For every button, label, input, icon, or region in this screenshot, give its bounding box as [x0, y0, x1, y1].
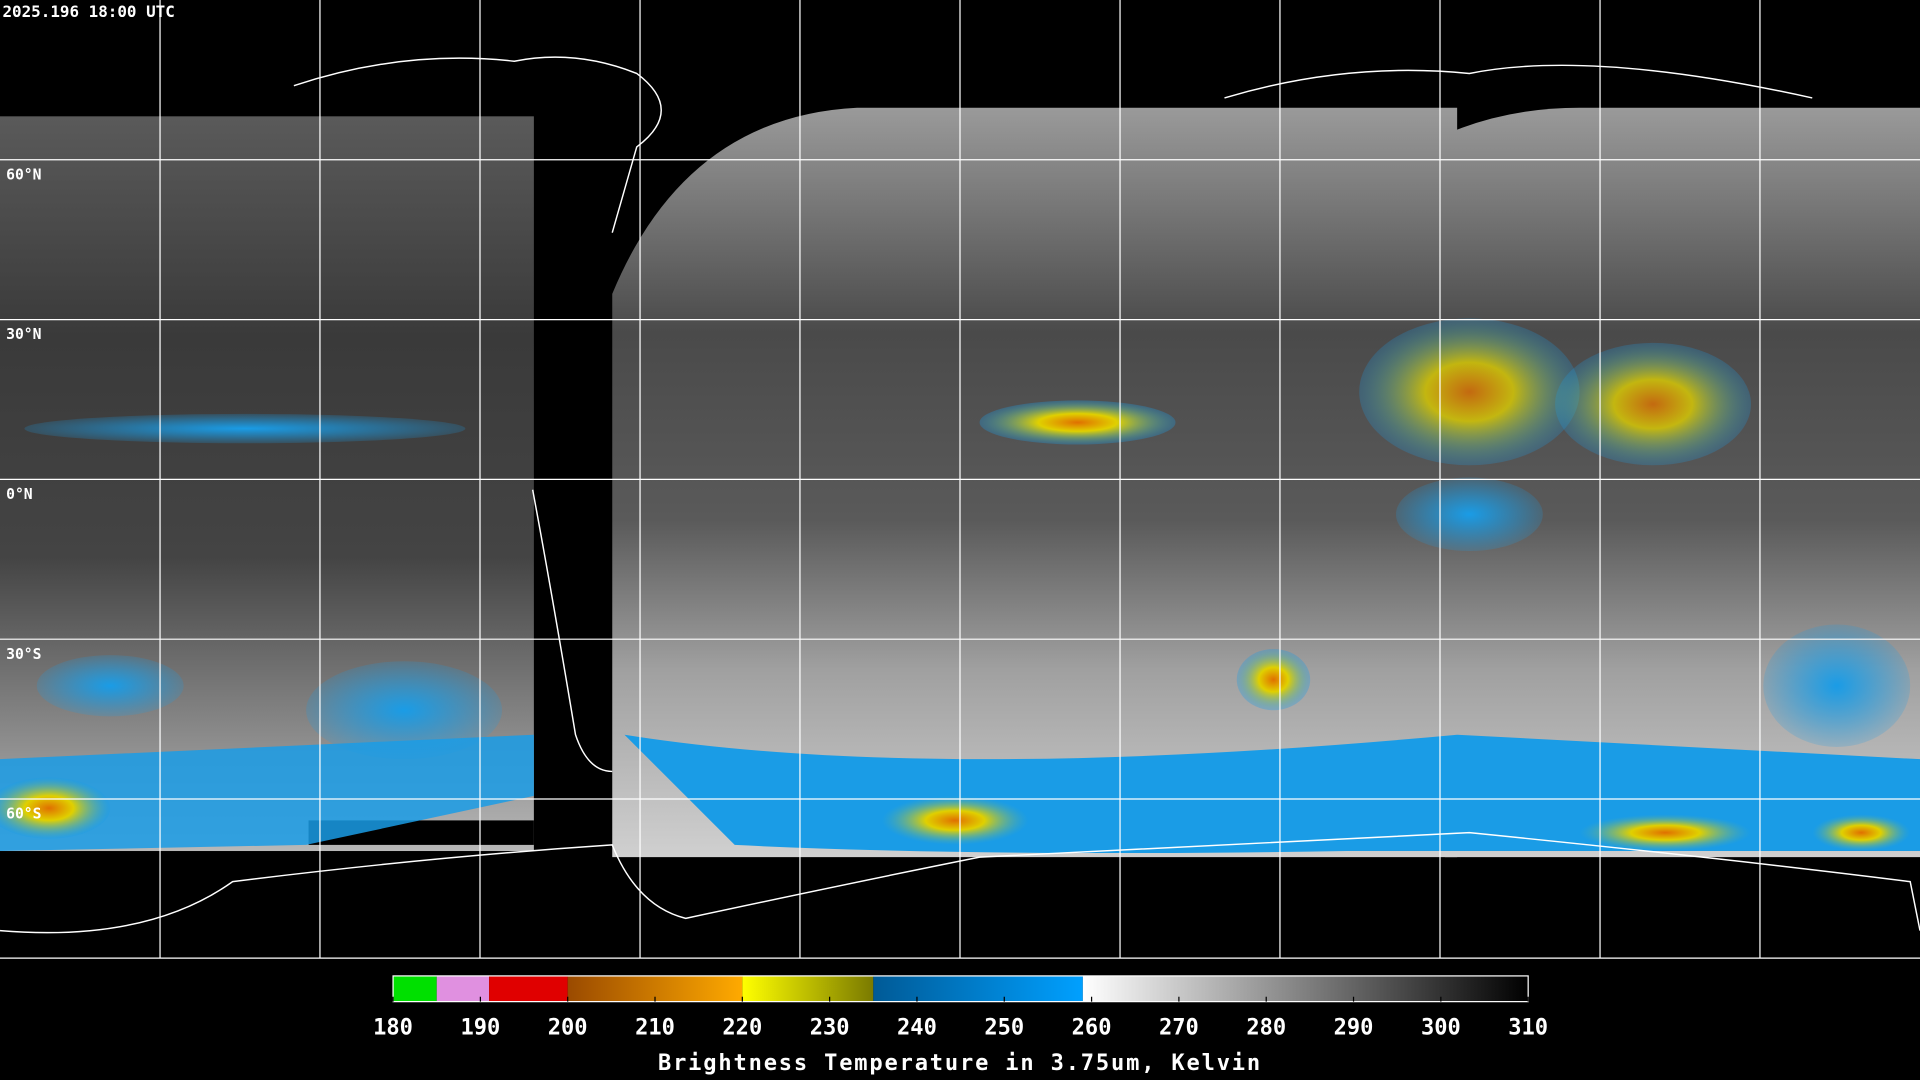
coastline — [1224, 64, 1813, 99]
colorbar-tick-label: 300 — [1421, 1016, 1461, 1041]
imagery — [0, 107, 1920, 858]
imagery-center — [612, 107, 1458, 858]
cloud-cell — [36, 655, 184, 717]
colorbar-tick-label: 290 — [1334, 1016, 1374, 1041]
cloud-cell — [1395, 477, 1543, 552]
colorbar-tick-label: 260 — [1072, 1016, 1112, 1041]
cloud-cell — [24, 413, 466, 444]
colorbar-tick-label: 210 — [635, 1016, 675, 1041]
cloud-cell — [0, 777, 111, 839]
coastline — [293, 56, 662, 233]
colorbar-tick-label: 240 — [897, 1016, 937, 1041]
colorbar-segment — [1082, 975, 1529, 1002]
colorbar-tick-label: 190 — [460, 1016, 500, 1041]
colorbar-tick-label: 230 — [810, 1016, 850, 1041]
cloud-cell — [1579, 814, 1752, 852]
colorbar-tick-label: 220 — [722, 1016, 762, 1041]
cloud-band — [0, 734, 534, 852]
latitude-label: 60°S — [6, 806, 41, 823]
colorbar-segment — [489, 975, 568, 1002]
cloud-cell — [306, 661, 503, 760]
cloud-cell — [1236, 648, 1311, 711]
colorbar-tick-label: 280 — [1246, 1016, 1286, 1041]
latitude-label: 60°N — [6, 166, 41, 183]
coastlines — [0, 56, 1920, 934]
colorbar-tick-label: 200 — [548, 1016, 588, 1041]
colorbar-segment — [436, 975, 490, 1002]
latitude-label: 30°N — [6, 326, 41, 343]
cloud-cell — [979, 400, 1176, 445]
cloud-cell — [1555, 342, 1752, 466]
coastline — [531, 489, 613, 773]
colorbar-segment — [742, 975, 874, 1002]
colorbar-tick-label: 270 — [1159, 1016, 1199, 1041]
cloud-cell — [1359, 318, 1580, 466]
latitude-label: 30°S — [6, 646, 41, 663]
colorbar-title: Brightness Temperature in 3.75um, Kelvin — [658, 1051, 1262, 1076]
colorbar: 180 190 200 210 220 230 240 250 260 270 280 290 300 3… — [373, 975, 1548, 1041]
colorbar-segment — [393, 975, 437, 1002]
cloud-cell — [1812, 814, 1911, 852]
colorbar-tick-label: 180 — [373, 1016, 413, 1041]
latitude-labels: 60°N 30°N 0°N 30°S 60°S — [6, 166, 41, 822]
coastline — [0, 831, 1920, 934]
timestamp: 2025.196 18:00 UTC — [2, 2, 174, 21]
colorbar-tick-label: 250 — [984, 1016, 1024, 1041]
cloud-cell — [881, 795, 1029, 845]
latitude-label: 0°N — [6, 486, 33, 503]
graticule — [0, 0, 1920, 959]
colorbar-frame — [392, 975, 1529, 1003]
colorbar-segment — [873, 975, 1083, 1002]
cloud-cell — [1763, 624, 1911, 747]
colorbar-tick-label: 310 — [1508, 1016, 1548, 1041]
